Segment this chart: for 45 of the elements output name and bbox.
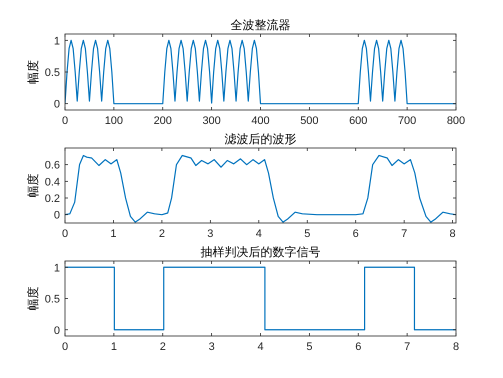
x-tick-label: 3 xyxy=(208,341,215,353)
x-tick-label: 1 xyxy=(110,228,117,240)
x-tick-label: 1 xyxy=(110,341,117,353)
x-tick-label: 0 xyxy=(62,341,68,353)
line-series xyxy=(65,40,456,104)
y-tick-label: 0 xyxy=(54,98,60,111)
y-axis-title: 幅度 xyxy=(26,174,40,198)
x-tick-label: 6 xyxy=(352,228,359,240)
chart-title: 全波整流器 xyxy=(230,18,290,32)
y-axis-title: 幅度 xyxy=(26,60,40,84)
x-tick-label: 3 xyxy=(207,228,214,240)
x-tick-label: 4 xyxy=(256,228,262,240)
y-tick-label: 0.5 xyxy=(44,294,60,306)
x-tick-label: 8 xyxy=(452,341,460,353)
x-tick-label: 2 xyxy=(158,228,165,240)
x-tick-label: 700 xyxy=(398,115,416,127)
y-axis-title: 幅度 xyxy=(26,286,40,310)
x-tick-label: 5 xyxy=(304,228,310,240)
y-tick-label: 0.2 xyxy=(44,193,60,205)
x-tick-label: 8 xyxy=(450,228,456,240)
y-tick-label: 1 xyxy=(54,35,60,48)
chart-title: 抽样判决后的数字信号 xyxy=(200,245,320,259)
x-tick-label: 500 xyxy=(300,115,319,127)
y-tick-label: 1 xyxy=(54,262,60,274)
x-tick-label: 200 xyxy=(154,115,172,127)
y-tick-label: 0 xyxy=(54,324,60,337)
y-tick-label: 0 xyxy=(54,210,60,222)
x-tick-label: 400 xyxy=(251,115,270,127)
chart-title: 滤波后的波形 xyxy=(224,132,296,146)
x-tick-label: 300 xyxy=(202,115,221,127)
x-tick-label: 0 xyxy=(62,115,68,127)
x-tick-label: 800 xyxy=(446,115,466,127)
x-tick-label: 5 xyxy=(306,341,312,353)
line-series xyxy=(65,154,456,223)
y-tick-label: 0.5 xyxy=(44,67,60,79)
x-tick-label: 100 xyxy=(104,115,124,127)
x-tick-label: 7 xyxy=(404,341,410,353)
x-tick-label: 4 xyxy=(257,341,264,353)
x-tick-label: 600 xyxy=(349,115,368,127)
x-tick-label: 0 xyxy=(62,228,68,240)
x-tick-label: 6 xyxy=(355,341,362,353)
y-tick-label: 0.6 xyxy=(44,160,60,172)
x-tick-label: 2 xyxy=(160,341,166,353)
y-tick-label: 0.4 xyxy=(44,176,60,188)
x-tick-label: 7 xyxy=(401,228,408,240)
